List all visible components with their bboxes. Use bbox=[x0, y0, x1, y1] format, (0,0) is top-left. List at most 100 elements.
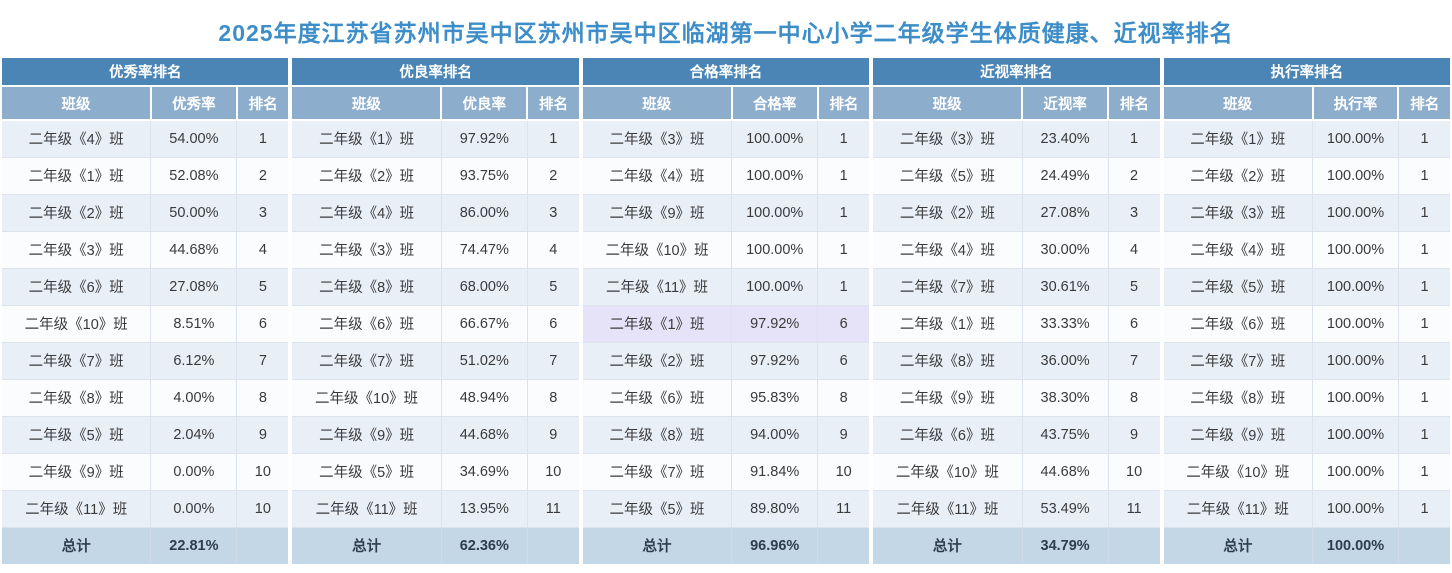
table-row[interactable]: 二年级《3》班 74.47% 4 bbox=[292, 230, 579, 269]
rank-cell: 11 bbox=[1107, 489, 1160, 528]
table-row[interactable]: 二年级《8》班 94.00% 9 bbox=[582, 415, 870, 454]
table-row[interactable]: 二年级《6》班 66.67% 6 bbox=[292, 304, 579, 343]
class-cell: 二年级《2》班 bbox=[873, 193, 1023, 232]
column-header-class: 班级 bbox=[292, 86, 442, 121]
table-row[interactable]: 二年级《9》班 0.00% 10 bbox=[2, 452, 289, 491]
table-row[interactable]: 二年级《10》班 48.94% 8 bbox=[292, 378, 579, 417]
table-row[interactable]: 二年级《1》班 100.00% 1 bbox=[1163, 119, 1451, 158]
table-row[interactable]: 二年级《10》班 100.00% 1 bbox=[582, 230, 870, 269]
value-cell: 100.00% bbox=[1312, 267, 1399, 306]
table-row[interactable]: 二年级《6》班 95.83% 8 bbox=[582, 378, 870, 417]
table-row[interactable]: 二年级《10》班 44.68% 10 bbox=[873, 452, 1160, 491]
table-row[interactable]: 二年级《4》班 100.00% 1 bbox=[1163, 230, 1451, 269]
class-cell: 二年级《11》班 bbox=[582, 267, 733, 306]
table-row[interactable]: 二年级《5》班 34.69% 10 bbox=[292, 452, 579, 491]
value-cell: 44.68% bbox=[440, 415, 528, 454]
table-title: 优秀率排名 bbox=[2, 58, 289, 87]
table-row[interactable]: 二年级《2》班 50.00% 3 bbox=[2, 193, 289, 232]
ranking-table-5: 执行率排名 班级 执行率 排名 二年级《1》班 100.00% 1 二年级《2》班 100.00… bbox=[1163, 58, 1451, 564]
table-row[interactable]: 二年级《5》班 2.04% 9 bbox=[2, 415, 289, 454]
rank-cell: 1 bbox=[236, 119, 289, 158]
table-row[interactable]: 二年级《11》班 53.49% 11 bbox=[873, 489, 1160, 528]
table-row[interactable]: 二年级《11》班 0.00% 10 bbox=[2, 489, 289, 528]
rank-cell: 7 bbox=[526, 341, 579, 380]
table-row[interactable]: 二年级《7》班 100.00% 1 bbox=[1163, 341, 1451, 380]
rank-cell: 1 bbox=[1397, 341, 1451, 380]
table-row[interactable]: 二年级《5》班 24.49% 2 bbox=[873, 156, 1160, 195]
class-cell: 二年级《1》班 bbox=[873, 304, 1023, 343]
value-cell: 93.75% bbox=[440, 156, 528, 195]
table-row[interactable]: 二年级《4》班 86.00% 3 bbox=[292, 193, 579, 232]
total-value-cell: 100.00% bbox=[1312, 526, 1399, 564]
table-row[interactable]: 二年级《8》班 4.00% 8 bbox=[2, 378, 289, 417]
rank-cell: 6 bbox=[817, 304, 870, 343]
rank-cell: 9 bbox=[1107, 415, 1160, 454]
value-cell: 27.08% bbox=[150, 267, 238, 306]
table-row[interactable]: 二年级《5》班 100.00% 1 bbox=[1163, 267, 1451, 306]
table-row[interactable]: 二年级《3》班 100.00% 1 bbox=[1163, 193, 1451, 232]
table-row[interactable]: 二年级《9》班 100.00% 1 bbox=[582, 193, 870, 232]
table-row[interactable]: 二年级《10》班 8.51% 6 bbox=[2, 304, 289, 343]
total-row: 总计 22.81% bbox=[2, 526, 289, 564]
table-row[interactable]: 二年级《1》班 52.08% 2 bbox=[2, 156, 289, 195]
class-cell: 二年级《8》班 bbox=[292, 267, 442, 306]
class-cell: 二年级《7》班 bbox=[1163, 341, 1314, 380]
table-row[interactable]: 二年级《9》班 38.30% 8 bbox=[873, 378, 1160, 417]
table-row[interactable]: 二年级《7》班 6.12% 7 bbox=[2, 341, 289, 380]
rank-cell: 4 bbox=[1107, 230, 1160, 269]
rank-cell: 1 bbox=[526, 119, 579, 158]
total-row: 总计 96.96% bbox=[582, 526, 870, 564]
class-cell: 二年级《3》班 bbox=[2, 230, 152, 269]
table-row[interactable]: 二年级《6》班 27.08% 5 bbox=[2, 267, 289, 306]
total-rank-cell bbox=[1107, 526, 1160, 564]
class-cell: 二年级《2》班 bbox=[1163, 156, 1314, 195]
tables-row: 优秀率排名 班级 优秀率 排名 二年级《4》班 54.00% 1 二年级《1》班 52.08% 2… bbox=[0, 58, 1452, 564]
table-row[interactable]: 二年级《6》班 100.00% 1 bbox=[1163, 304, 1451, 343]
column-header-class: 班级 bbox=[582, 86, 732, 121]
table-row[interactable]: 二年级《6》班 43.75% 9 bbox=[873, 415, 1160, 454]
table-row[interactable]: 二年级《8》班 68.00% 5 bbox=[292, 267, 579, 306]
table-row[interactable]: 二年级《1》班 33.33% 6 bbox=[873, 304, 1160, 343]
table-row[interactable]: 二年级《4》班 54.00% 1 bbox=[2, 119, 289, 158]
table-row[interactable]: 二年级《7》班 30.61% 5 bbox=[873, 267, 1160, 306]
table-row[interactable]: 二年级《1》班 97.92% 1 bbox=[292, 119, 579, 158]
table-row[interactable]: 二年级《4》班 30.00% 4 bbox=[873, 230, 1160, 269]
table-row[interactable]: 二年级《9》班 44.68% 9 bbox=[292, 415, 579, 454]
rank-cell: 1 bbox=[1397, 156, 1451, 195]
table-row[interactable]: 二年级《11》班 100.00% 1 bbox=[1163, 489, 1451, 528]
table-row[interactable]: 二年级《5》班 89.80% 11 bbox=[582, 489, 870, 528]
table-row[interactable]: 二年级《3》班 23.40% 1 bbox=[873, 119, 1160, 158]
table-row[interactable]: 二年级《4》班 100.00% 1 bbox=[582, 156, 870, 195]
value-cell: 43.75% bbox=[1021, 415, 1109, 454]
class-cell: 二年级《4》班 bbox=[873, 230, 1023, 269]
value-cell: 97.92% bbox=[731, 304, 819, 343]
rank-cell: 3 bbox=[526, 193, 579, 232]
table-row[interactable]: 二年级《3》班 100.00% 1 bbox=[582, 119, 870, 158]
value-cell: 86.00% bbox=[440, 193, 528, 232]
table-row[interactable]: 二年级《2》班 97.92% 6 bbox=[582, 341, 870, 380]
column-header-rank: 排名 bbox=[235, 86, 289, 121]
class-cell: 二年级《5》班 bbox=[582, 489, 733, 528]
table-row[interactable]: 二年级《11》班 13.95% 11 bbox=[292, 489, 579, 528]
table-row[interactable]: 二年级《2》班 100.00% 1 bbox=[1163, 156, 1451, 195]
class-cell: 二年级《3》班 bbox=[582, 119, 733, 158]
table-row[interactable]: 二年级《7》班 91.84% 10 bbox=[582, 452, 870, 491]
ranking-table-4: 近视率排名 班级 近视率 排名 二年级《3》班 23.40% 1 二年级《5》班 24.49% 2… bbox=[873, 58, 1160, 564]
value-cell: 50.00% bbox=[150, 193, 238, 232]
table-row[interactable]: 二年级《2》班 27.08% 3 bbox=[873, 193, 1160, 232]
rank-cell: 1 bbox=[1397, 267, 1451, 306]
table-row[interactable]: 二年级《10》班 100.00% 1 bbox=[1163, 452, 1451, 491]
table-row[interactable]: 二年级《2》班 93.75% 2 bbox=[292, 156, 579, 195]
total-row: 总计 62.36% bbox=[292, 526, 579, 564]
rank-cell: 1 bbox=[817, 119, 870, 158]
table-row[interactable]: 二年级《1》班 97.92% 6 bbox=[582, 304, 870, 343]
table-row[interactable]: 二年级《8》班 36.00% 7 bbox=[873, 341, 1160, 380]
total-label-cell: 总计 bbox=[873, 526, 1023, 564]
table-row[interactable]: 二年级《9》班 100.00% 1 bbox=[1163, 415, 1451, 454]
table-row[interactable]: 二年级《11》班 100.00% 1 bbox=[582, 267, 870, 306]
ranking-table-1: 优秀率排名 班级 优秀率 排名 二年级《4》班 54.00% 1 二年级《1》班 52.08% 2… bbox=[2, 58, 289, 564]
table-row[interactable]: 二年级《3》班 44.68% 4 bbox=[2, 230, 289, 269]
class-cell: 二年级《11》班 bbox=[873, 489, 1023, 528]
table-row[interactable]: 二年级《7》班 51.02% 7 bbox=[292, 341, 579, 380]
table-row[interactable]: 二年级《8》班 100.00% 1 bbox=[1163, 378, 1451, 417]
